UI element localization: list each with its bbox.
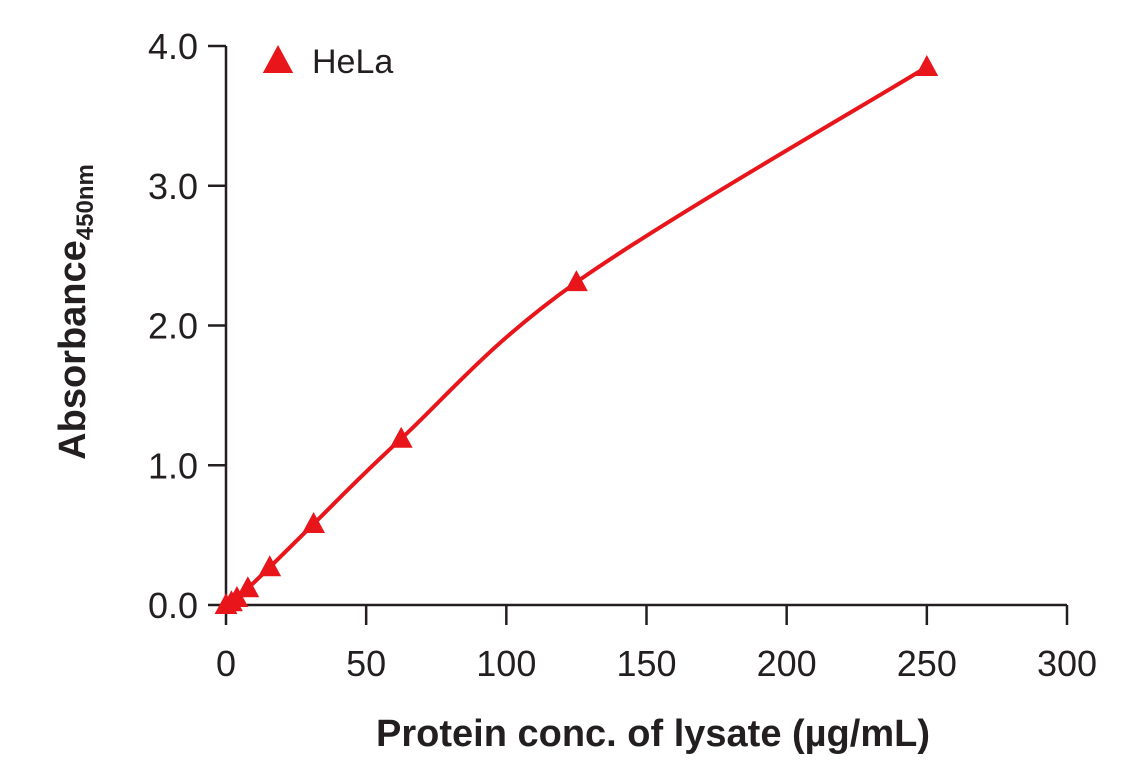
x-tick-label: 250	[897, 643, 957, 684]
legend-label: HeLa	[312, 43, 393, 81]
data-point	[915, 54, 939, 76]
x-tick-label: 50	[346, 643, 386, 684]
y-tick-label: 3.0	[148, 166, 198, 207]
legend: HeLa	[262, 43, 393, 81]
y-tick-label: 4.0	[148, 26, 198, 67]
x-tick-label: 200	[757, 643, 817, 684]
y-axis-title-subscript: 450nm	[72, 164, 99, 240]
axes	[224, 46, 1067, 607]
x-tick-label: 150	[616, 643, 676, 684]
x-tick-label: 0	[216, 643, 236, 684]
data-point	[565, 270, 588, 292]
data-points	[214, 54, 939, 614]
y-axis-title-main: Absorbance	[52, 240, 94, 460]
y-axis-title: Absorbance450nm	[52, 164, 99, 460]
ticks: 0 50 100 150 200 250 300 0.0 1.0 2.0 3.0 4.0	[148, 26, 1097, 684]
data-point	[302, 511, 326, 533]
x-axis-title: Protein conc. of lysate (µg/mL)	[376, 713, 930, 755]
y-tick-label: 0.0	[148, 585, 198, 626]
data-point	[236, 576, 260, 598]
y-tick-label: 1.0	[148, 445, 198, 486]
x-tick-label: 100	[476, 643, 536, 684]
data-point	[389, 426, 413, 448]
data-point	[258, 555, 282, 577]
x-tick-label: 300	[1037, 643, 1097, 684]
y-tick-label: 2.0	[148, 306, 198, 347]
legend-marker-triangle-icon	[262, 45, 294, 73]
fit-curve	[225, 65, 928, 607]
